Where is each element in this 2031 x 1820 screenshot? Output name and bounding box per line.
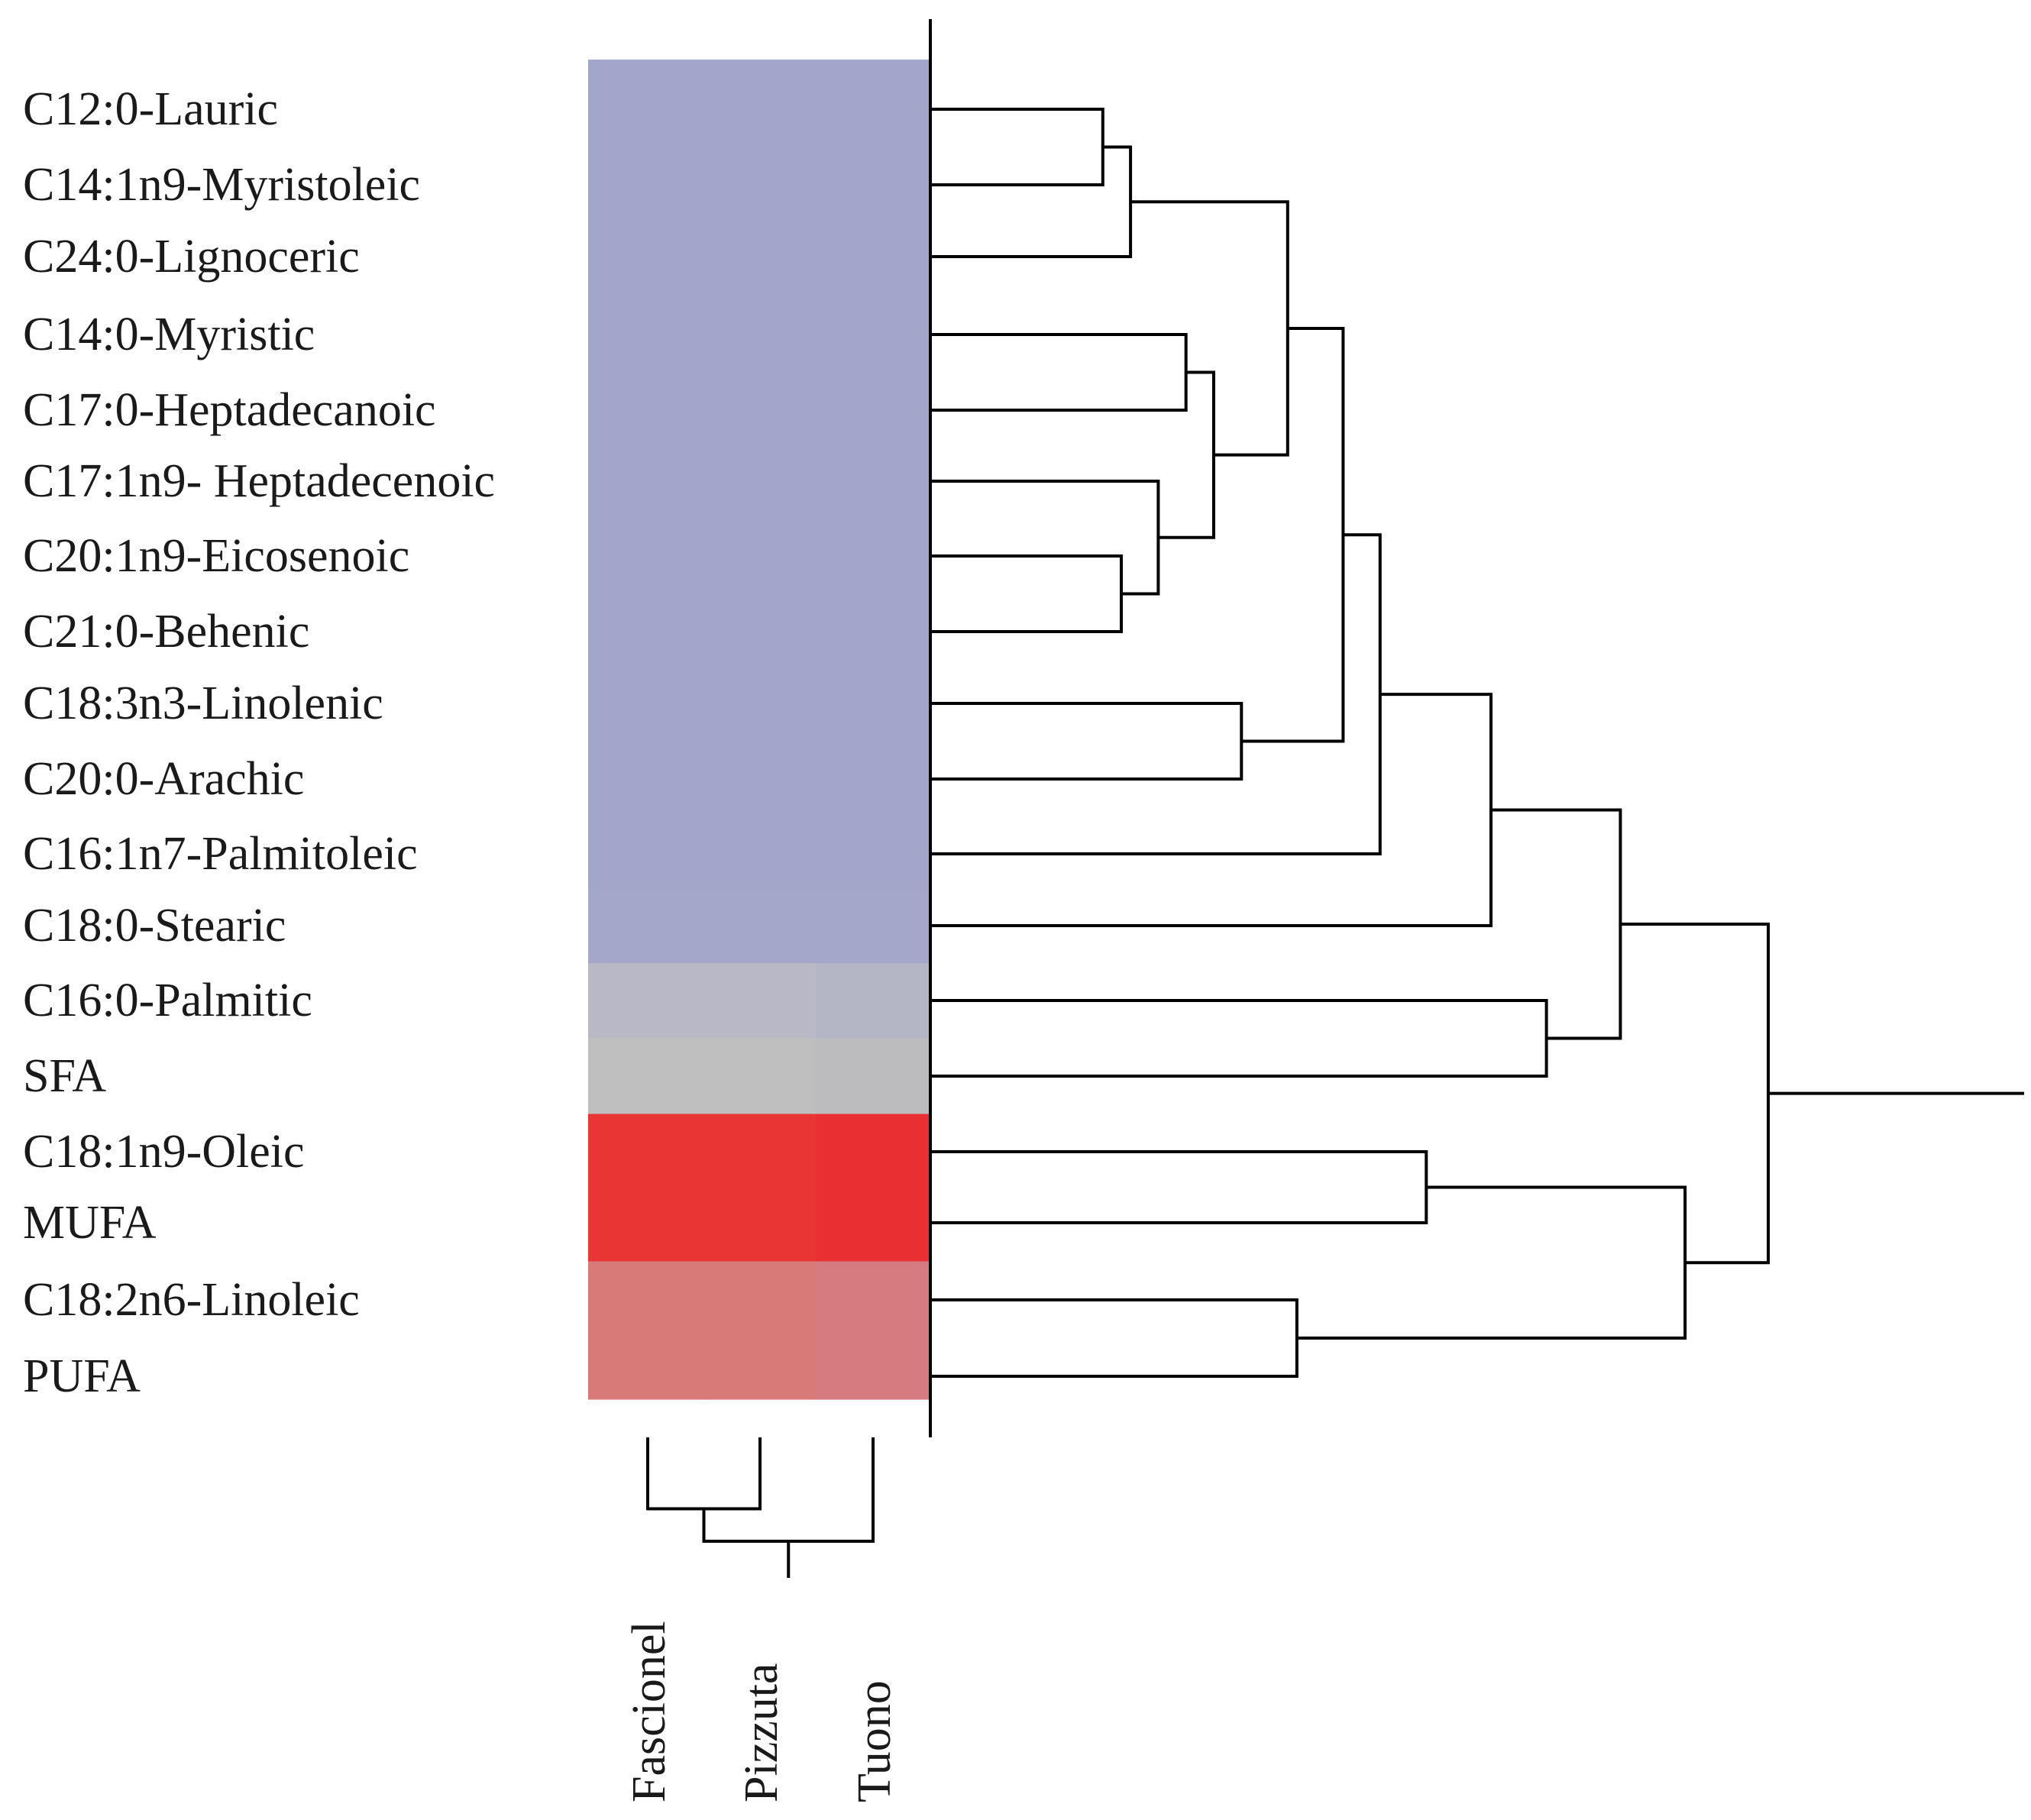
row-dendrogram-link-12 (1491, 808, 1622, 1040)
heatmap-cell-c21-0-behenic-fascionel (588, 593, 703, 668)
heatmap-cell-c17-0-heptadecanoic-tuono (816, 372, 931, 447)
heatmap-cell-mufa-tuono (816, 1187, 931, 1262)
row-label-c12-0-lauric: C12:0-Lauric (23, 83, 278, 135)
row-label-c18-0-stearic: C18:0-Stearic (23, 900, 286, 952)
heatmap-cell-c17-0-heptadecanoic-fascionel (588, 372, 703, 447)
heatmap-cell-sfa-fascionel (588, 1038, 703, 1115)
row-dendrogram-link-16 (1620, 923, 1770, 1265)
row-label-c20-1n9-eicosenoic: C20:1n9-Eicosenoic (23, 530, 409, 582)
row-dendrogram-link-3 (930, 554, 1123, 633)
heatmap-cell-c18-0-stearic-fascionel (588, 890, 703, 964)
row-dendrogram-link-15 (1296, 1185, 1687, 1340)
column-dendrogram-link-0 (646, 1437, 762, 1511)
heatmap-cell-c20-0-arachic-fascionel (588, 741, 703, 817)
heatmap-cell-c18-1n9-oleic-tuono (816, 1114, 931, 1188)
row-dendrogram-link-14 (930, 1298, 1298, 1378)
heatmap-cell-c16-1n7-palmitoleic-tuono (816, 816, 931, 891)
heatmap-cell-c24-0-lignoceric-fascionel (588, 221, 703, 296)
row-label-c21-0-behenic: C21:0-Behenic (23, 606, 309, 658)
heatmap-cell-c18-2n6-linoleic-tuono (816, 1261, 931, 1339)
heatmap-cell-c14-1n9-myristoleic-pizzuta (703, 147, 817, 221)
column-label-fascionel: Fascionel (623, 1621, 675, 1802)
row-dendrogram-link-1 (930, 145, 1133, 258)
heatmap-cell-c20-0-arachic-pizzuta (703, 741, 817, 817)
heatmap-cell-pufa-tuono (816, 1338, 931, 1400)
heatmap-cell-c20-1n9-eicosenoic-fascionel (588, 519, 703, 595)
column-labels: Fascionel Pizzuta Tuono (623, 1621, 901, 1802)
heatmap-cell-c18-3n3-linolenic-tuono (816, 668, 931, 742)
row-dendrogram-link-8 (1241, 326, 1345, 743)
row-label-c18-1n9-oleic: C18:1n9-Oleic (23, 1126, 305, 1178)
heatmap-cell-c16-1n7-palmitoleic-pizzuta (703, 816, 817, 891)
row-label-mufa: MUFA (23, 1197, 157, 1249)
column-dendrogram-link-1 (702, 1437, 875, 1543)
row-dendrogram-link-9 (930, 533, 1382, 855)
heatmap-cell-mufa-pizzuta (703, 1187, 817, 1262)
heatmap-cell-pufa-fascionel (588, 1338, 703, 1400)
row-dendrogram-link-6 (1130, 200, 1289, 457)
row-dendrogram-link-4 (930, 480, 1160, 596)
heatmap-cell-c18-1n9-oleic-fascionel (588, 1114, 703, 1188)
heatmap-cell-c16-0-palmitic-fascionel (588, 963, 703, 1039)
heatmap-cell-c14-0-myristic-fascionel (588, 296, 703, 373)
row-label-c18-2n6-linoleic: C18:2n6-Linoleic (23, 1274, 360, 1326)
column-label-tuono: Tuono (849, 1680, 901, 1802)
heatmap-cell-c17-1n9-heptadecenoic-fascionel (588, 445, 703, 519)
heatmap-cell-c12-0-lauric-pizzuta (703, 60, 817, 148)
heatmap-cell-c18-0-stearic-pizzuta (703, 890, 817, 964)
row-label-c14-0-myristic: C14:0-Myristic (23, 309, 315, 360)
row-label-c16-0-palmitic: C16:0-Palmitic (23, 975, 312, 1026)
heatmap-cell-c21-0-behenic-pizzuta (703, 593, 817, 668)
row-label-c17-0-heptadecanoic: C17:0-Heptadecanoic (23, 384, 436, 436)
heatmap-cell-c18-2n6-linoleic-pizzuta (703, 1261, 817, 1339)
heatmap-cell-c16-0-palmitic-tuono (816, 963, 931, 1039)
column-dendrogram (646, 1437, 875, 1578)
heatmap-cell-c18-3n3-linolenic-fascionel (588, 668, 703, 742)
heatmap-cell-c18-0-stearic-tuono (816, 890, 931, 964)
heatmap-cell-c20-1n9-eicosenoic-pizzuta (703, 519, 817, 595)
row-dendrogram-link-2 (930, 333, 1188, 412)
heatmap-cell-mufa-fascionel (588, 1187, 703, 1262)
row-dendrogram (930, 108, 2024, 1378)
heatmap-cell-c14-1n9-myristoleic-tuono (816, 147, 931, 221)
heatmap-cell-c16-1n7-palmitoleic-fascionel (588, 816, 703, 891)
heatmap-cell-c20-0-arachic-tuono (816, 741, 931, 817)
row-dendrogram-link-7 (930, 702, 1244, 781)
column-label-pizzuta: Pizzuta (736, 1663, 787, 1803)
heatmap-cell-c14-0-myristic-tuono (816, 296, 931, 373)
heatmap-cell-c18-1n9-oleic-pizzuta (703, 1114, 817, 1188)
row-label-c16-1n7-palmitoleic: C16:1n7-Palmitoleic (23, 828, 418, 880)
heatmap-cell-pufa-pizzuta (703, 1338, 817, 1400)
heatmap-cell-c24-0-lignoceric-tuono (816, 221, 931, 296)
heatmap-cell-c12-0-lauric-tuono (816, 60, 931, 148)
heatmap-cell-c20-1n9-eicosenoic-tuono (816, 519, 931, 595)
heatmap-cell-c14-1n9-myristoleic-fascionel (588, 147, 703, 221)
heatmap-cell-sfa-tuono (816, 1038, 931, 1115)
heatmap-cell-c16-0-palmitic-pizzuta (703, 963, 817, 1039)
row-label-sfa: SFA (23, 1050, 106, 1102)
heatmap-cells (588, 60, 931, 1400)
row-label-pufa: PUFA (23, 1350, 141, 1402)
heatmap-cell-sfa-pizzuta (703, 1038, 817, 1115)
heatmap-cell-c17-0-heptadecanoic-pizzuta (703, 372, 817, 447)
heatmap-cell-c14-0-myristic-pizzuta (703, 296, 817, 373)
heatmap-cell-c21-0-behenic-tuono (816, 593, 931, 668)
row-label-c18-3n3-linolenic: C18:3n3-Linolenic (23, 677, 383, 729)
row-label-c24-0-lignoceric: C24:0-Lignoceric (23, 231, 360, 283)
row-label-c14-1n9-myristoleic: C14:1n9-Myristoleic (23, 159, 420, 211)
row-label-c20-0-arachic: C20:0-Arachic (23, 753, 304, 805)
row-dendrogram-link-13 (930, 1150, 1428, 1224)
heatmap-cell-c17-1n9-heptadecenoic-pizzuta (703, 445, 817, 519)
heatmap-cell-c18-2n6-linoleic-fascionel (588, 1261, 703, 1339)
row-dendrogram-link-11 (930, 999, 1548, 1078)
row-labels: C12:0-Lauric C14:1n9-Myristoleic C24:0-Lig… (23, 83, 495, 1402)
heatmap-cell-c24-0-lignoceric-pizzuta (703, 221, 817, 296)
heatmap-cell-c12-0-lauric-fascionel (588, 60, 703, 148)
row-label-c17-1n9-heptadecenoic: C17:1n9- Heptadecenoic (23, 455, 495, 507)
heatmap-cell-c17-1n9-heptadecenoic-tuono (816, 445, 931, 519)
heatmap-cell-c18-3n3-linolenic-pizzuta (703, 668, 817, 742)
row-dendrogram-link-10 (930, 693, 1493, 927)
row-dendrogram-link-0 (930, 108, 1104, 186)
